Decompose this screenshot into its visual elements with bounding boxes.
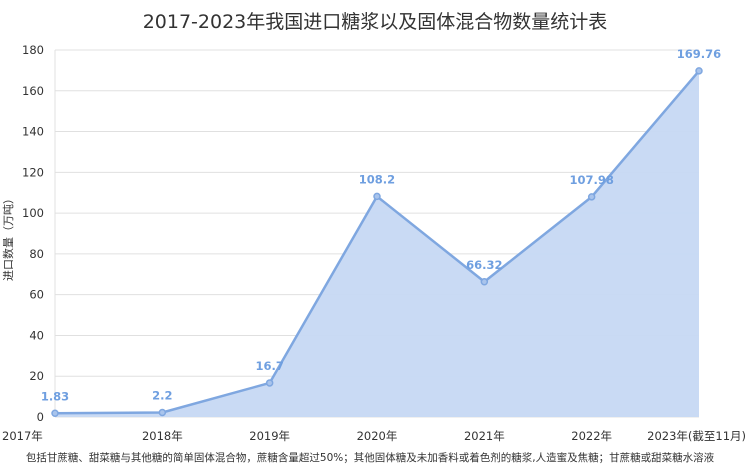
y-axis-label: 进口数量（万吨） [2, 193, 15, 281]
x-tick-label: 2017年 [2, 429, 43, 443]
data-label: 107.98 [569, 173, 613, 187]
data-point [158, 408, 167, 417]
y-tick-label: 140 [22, 125, 44, 139]
y-tick-label: 0 [37, 410, 44, 424]
x-tick-label: 2021年 [464, 429, 505, 443]
area-fill [55, 70, 699, 417]
data-label: 16.7 [255, 359, 283, 373]
y-tick-label: 180 [22, 43, 44, 57]
x-tick-label: 2022年 [571, 429, 612, 443]
data-labels: 1.83 2.2 16.7 108.2 66.32 107.98 169.76 [41, 47, 721, 403]
data-point [480, 278, 489, 286]
data-label: 2.2 [152, 389, 172, 403]
data-points [51, 67, 703, 418]
data-label: 66.32 [466, 258, 502, 272]
y-tick-label: 160 [22, 84, 44, 98]
data-point [695, 67, 703, 75]
chart-footnote: 包括甘蔗糖、甜菜糖与其他糖的简单固体混合物，蔗糖含量超过50%；其他固体糖及未加… [26, 451, 715, 464]
y-tick-label: 100 [22, 206, 44, 220]
x-tick-label: 2018年 [142, 429, 183, 443]
data-point [51, 409, 59, 418]
x-axis-ticks: 2017年 2018年 2019年 2020年 2021年 2022年 2023年(截至11… [2, 429, 746, 443]
y-tick-label: 120 [22, 165, 44, 179]
x-tick-label: 2020年 [357, 429, 398, 443]
data-point [587, 193, 596, 201]
data-label: 1.83 [41, 389, 69, 403]
data-point [373, 192, 381, 201]
y-tick-label: 40 [29, 328, 44, 342]
y-tick-label: 20 [29, 369, 44, 383]
series-area [54, 70, 700, 417]
data-point [265, 379, 274, 387]
y-axis-ticks: 0 20 40 60 80 100 120 140 160 180 [22, 43, 44, 424]
chart-title: 2017-2023年我国进口糖浆以及固体混合物数量统计表 [143, 11, 608, 33]
data-label: 169.76 [677, 47, 721, 61]
y-tick-label: 60 [29, 288, 44, 302]
x-tick-label: 2023年(截至11月) [647, 429, 746, 443]
data-label: 108.2 [359, 172, 395, 186]
y-tick-label: 80 [29, 247, 44, 261]
x-tick-label: 2019年 [249, 429, 290, 443]
